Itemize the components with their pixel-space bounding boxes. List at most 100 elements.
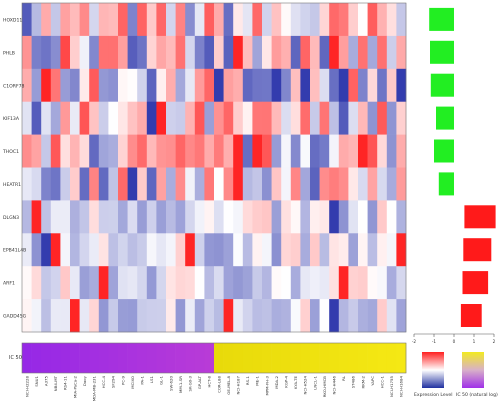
cell-line-label: HCC-4 [101, 375, 106, 388]
heatmap-cell [396, 299, 407, 333]
side-bar [464, 205, 496, 229]
heatmap-cell [358, 68, 368, 102]
heatmap-cell [156, 200, 167, 234]
expression-heatmap [22, 3, 407, 333]
heatmap-cell [300, 35, 311, 70]
heatmap-cell [70, 266, 80, 300]
heatmap-cell [89, 3, 100, 37]
ic50-cell [31, 343, 42, 373]
heatmap-cell [281, 266, 292, 300]
heatmap-cell [214, 167, 224, 201]
cell-line-label: ME-1 [255, 375, 260, 385]
heatmap-cell [233, 35, 244, 70]
heatmap-cell [290, 200, 301, 234]
side-bar [460, 304, 482, 327]
side-bar-axis: -2 -1 0 1 2 [412, 333, 496, 344]
heatmap-cell [377, 200, 388, 234]
heatmap-cell [22, 68, 32, 102]
heatmap-cell [310, 167, 320, 201]
heatmap-cell [70, 101, 80, 135]
heatmap-cell [242, 35, 253, 70]
heatmap-cell [377, 68, 388, 102]
heatmap-cell [50, 3, 61, 37]
heatmap-cell [252, 266, 263, 300]
heatmap-cell [290, 35, 301, 70]
side-bar [429, 7, 454, 31]
heatmap-cell [31, 233, 42, 267]
heatmap-cell [310, 299, 320, 333]
cell-line-label: KGP-4 [284, 375, 289, 387]
heatmap-cell [146, 200, 157, 234]
heatmap-cell [310, 35, 320, 70]
heatmap-cell [386, 101, 397, 135]
ic50-cell [252, 343, 263, 373]
heatmap-cell [377, 167, 388, 201]
side-bar [434, 139, 454, 163]
heatmap-cell [50, 68, 61, 102]
ic50-cell [329, 343, 340, 373]
heatmap-cell [194, 35, 205, 70]
heatmap-cell [358, 200, 368, 234]
cell-line-label: SW-620 [168, 375, 173, 391]
heatmap-cell [31, 3, 42, 37]
heatmap-cell [233, 200, 244, 234]
heatmap-cell [79, 266, 90, 300]
heatmap-cell [108, 101, 119, 135]
heatmap-cell [156, 101, 167, 135]
heatmap-cell [396, 167, 407, 201]
heatmap-cell [146, 3, 157, 37]
heatmap-cell [166, 134, 176, 168]
ic50-cell [194, 343, 205, 373]
heatmap-cell [358, 299, 368, 333]
heatmap-cell [310, 266, 320, 300]
heatmap-cell [118, 68, 128, 102]
cell-line-label: MDA-2 [274, 375, 279, 388]
heatmap-cell [89, 134, 100, 168]
heatmap-cell [252, 35, 263, 70]
cell-line-label: NCI-H1755 [389, 375, 394, 397]
cell-line-label: Daoy [82, 375, 87, 386]
heatmap-cell [233, 68, 244, 102]
heatmap-cell [300, 101, 311, 135]
heatmap-cell [22, 3, 32, 37]
heatmap-cell [329, 68, 340, 102]
cell-line-label: LNCL-1 [312, 375, 317, 389]
heatmap-cell [98, 101, 109, 135]
heatmap-cell [262, 35, 272, 70]
heatmap-cell [89, 200, 100, 234]
heatmap-cell [156, 134, 167, 168]
heatmap-cell [396, 101, 407, 135]
heatmap-cell [166, 266, 176, 300]
heatmap-cell [223, 35, 234, 70]
heatmap-cell [290, 299, 301, 333]
heatmap-cell [127, 3, 138, 37]
heatmap-cell [367, 3, 378, 37]
ic50-cell [98, 343, 109, 373]
heatmap-cell [223, 233, 234, 267]
heatmap-cell [89, 35, 100, 70]
ic50-cell [300, 343, 311, 373]
heatmap-cell [358, 35, 368, 70]
heatmap-cell [281, 68, 292, 102]
heatmap-cell [367, 101, 378, 135]
heatmap-cell [223, 167, 234, 201]
heatmap-cell [118, 233, 128, 267]
heatmap-cell [262, 200, 272, 234]
heatmap-cell [329, 134, 340, 168]
heatmap-cell [262, 3, 272, 37]
side-axis-tick-label: 0 [453, 339, 456, 344]
ic50-cell [396, 343, 407, 373]
heatmap-cell [338, 200, 349, 234]
heatmap-cell [41, 266, 52, 300]
heatmap-cell [98, 3, 109, 37]
heatmap-cell [242, 3, 253, 37]
heatmap-cell [156, 68, 167, 102]
heatmap-cell [319, 35, 330, 70]
ic50-cell [223, 343, 234, 373]
heatmap-cell [252, 167, 263, 201]
heatmap-cell [262, 101, 272, 135]
ic50-cell [386, 343, 397, 373]
heatmap-cell [60, 101, 71, 135]
heatmap-cell [223, 3, 234, 37]
heatmap-cell [281, 299, 292, 333]
